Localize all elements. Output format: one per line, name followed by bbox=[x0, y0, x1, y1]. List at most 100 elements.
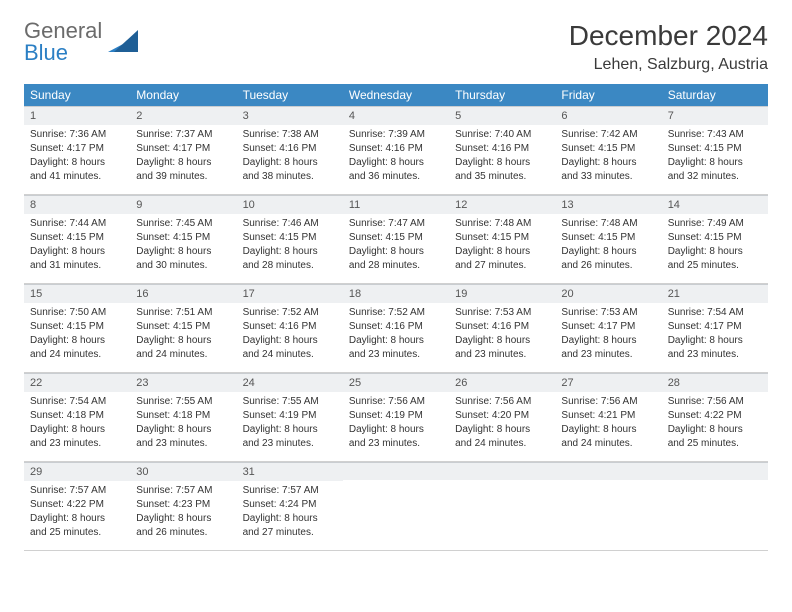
sunset-text: Sunset: 4:16 PM bbox=[455, 320, 549, 333]
sunset-text: Sunset: 4:15 PM bbox=[349, 231, 443, 244]
day-number bbox=[555, 462, 661, 480]
day-header: Saturday bbox=[662, 84, 768, 106]
sunset-text: Sunset: 4:22 PM bbox=[30, 498, 124, 511]
day1-text: Daylight: 8 hours bbox=[136, 512, 230, 525]
sunrise-text: Sunrise: 7:53 AM bbox=[561, 306, 655, 319]
day2-text: and 23 minutes. bbox=[30, 437, 124, 450]
day-cell: 25Sunrise: 7:56 AMSunset: 4:19 PMDayligh… bbox=[343, 373, 449, 461]
day-cell bbox=[343, 462, 449, 550]
day1-text: Daylight: 8 hours bbox=[561, 156, 655, 169]
day-details: Sunrise: 7:40 AMSunset: 4:16 PMDaylight:… bbox=[449, 125, 555, 190]
day-details: Sunrise: 7:43 AMSunset: 4:15 PMDaylight:… bbox=[662, 125, 768, 190]
day-number: 25 bbox=[343, 373, 449, 392]
day2-text: and 26 minutes. bbox=[561, 259, 655, 272]
day-cell: 15Sunrise: 7:50 AMSunset: 4:15 PMDayligh… bbox=[24, 284, 130, 372]
sunrise-text: Sunrise: 7:39 AM bbox=[349, 128, 443, 141]
day-details: Sunrise: 7:50 AMSunset: 4:15 PMDaylight:… bbox=[24, 303, 130, 368]
day-number: 31 bbox=[237, 462, 343, 481]
day-number: 2 bbox=[130, 106, 236, 125]
sunset-text: Sunset: 4:15 PM bbox=[136, 231, 230, 244]
day2-text: and 24 minutes. bbox=[136, 348, 230, 361]
day2-text: and 27 minutes. bbox=[455, 259, 549, 272]
day1-text: Daylight: 8 hours bbox=[136, 334, 230, 347]
day1-text: Daylight: 8 hours bbox=[349, 423, 443, 436]
day-cell: 27Sunrise: 7:56 AMSunset: 4:21 PMDayligh… bbox=[555, 373, 661, 461]
day2-text: and 24 minutes. bbox=[455, 437, 549, 450]
sunset-text: Sunset: 4:21 PM bbox=[561, 409, 655, 422]
day1-text: Daylight: 8 hours bbox=[561, 423, 655, 436]
day-cell: 31Sunrise: 7:57 AMSunset: 4:24 PMDayligh… bbox=[237, 462, 343, 550]
day-cell bbox=[449, 462, 555, 550]
sunrise-text: Sunrise: 7:48 AM bbox=[455, 217, 549, 230]
day-header: Monday bbox=[130, 84, 236, 106]
day-details: Sunrise: 7:55 AMSunset: 4:19 PMDaylight:… bbox=[237, 392, 343, 457]
day1-text: Daylight: 8 hours bbox=[30, 334, 124, 347]
sunset-text: Sunset: 4:15 PM bbox=[668, 142, 762, 155]
day-number: 17 bbox=[237, 284, 343, 303]
day2-text: and 23 minutes. bbox=[243, 437, 337, 450]
day2-text: and 41 minutes. bbox=[30, 170, 124, 183]
day2-text: and 23 minutes. bbox=[561, 348, 655, 361]
day1-text: Daylight: 8 hours bbox=[455, 334, 549, 347]
day1-text: Daylight: 8 hours bbox=[349, 334, 443, 347]
day-cell: 4Sunrise: 7:39 AMSunset: 4:16 PMDaylight… bbox=[343, 106, 449, 194]
day-number: 30 bbox=[130, 462, 236, 481]
sunset-text: Sunset: 4:23 PM bbox=[136, 498, 230, 511]
day-header: Sunday bbox=[24, 84, 130, 106]
sunset-text: Sunset: 4:16 PM bbox=[349, 142, 443, 155]
sunrise-text: Sunrise: 7:52 AM bbox=[349, 306, 443, 319]
day-cell: 7Sunrise: 7:43 AMSunset: 4:15 PMDaylight… bbox=[662, 106, 768, 194]
day2-text: and 25 minutes. bbox=[668, 259, 762, 272]
day-details: Sunrise: 7:56 AMSunset: 4:20 PMDaylight:… bbox=[449, 392, 555, 457]
day-number: 29 bbox=[24, 462, 130, 481]
day-details: Sunrise: 7:53 AMSunset: 4:17 PMDaylight:… bbox=[555, 303, 661, 368]
week-row: 29Sunrise: 7:57 AMSunset: 4:22 PMDayligh… bbox=[24, 462, 768, 551]
day1-text: Daylight: 8 hours bbox=[243, 512, 337, 525]
day-number: 13 bbox=[555, 195, 661, 214]
sunrise-text: Sunrise: 7:49 AM bbox=[668, 217, 762, 230]
day-cell: 30Sunrise: 7:57 AMSunset: 4:23 PMDayligh… bbox=[130, 462, 236, 550]
day2-text: and 32 minutes. bbox=[668, 170, 762, 183]
day2-text: and 36 minutes. bbox=[349, 170, 443, 183]
day-cell: 1Sunrise: 7:36 AMSunset: 4:17 PMDaylight… bbox=[24, 106, 130, 194]
day-cell: 5Sunrise: 7:40 AMSunset: 4:16 PMDaylight… bbox=[449, 106, 555, 194]
sunrise-text: Sunrise: 7:38 AM bbox=[243, 128, 337, 141]
day2-text: and 25 minutes. bbox=[668, 437, 762, 450]
day-details: Sunrise: 7:56 AMSunset: 4:22 PMDaylight:… bbox=[662, 392, 768, 457]
day-number: 18 bbox=[343, 284, 449, 303]
day-number: 11 bbox=[343, 195, 449, 214]
sunset-text: Sunset: 4:18 PM bbox=[30, 409, 124, 422]
day-details: Sunrise: 7:55 AMSunset: 4:18 PMDaylight:… bbox=[130, 392, 236, 457]
day2-text: and 27 minutes. bbox=[243, 526, 337, 539]
day-cell: 11Sunrise: 7:47 AMSunset: 4:15 PMDayligh… bbox=[343, 195, 449, 283]
week-row: 1Sunrise: 7:36 AMSunset: 4:17 PMDaylight… bbox=[24, 106, 768, 195]
day1-text: Daylight: 8 hours bbox=[136, 245, 230, 258]
day-details: Sunrise: 7:57 AMSunset: 4:23 PMDaylight:… bbox=[130, 481, 236, 546]
day-number: 22 bbox=[24, 373, 130, 392]
day-details: Sunrise: 7:45 AMSunset: 4:15 PMDaylight:… bbox=[130, 214, 236, 279]
day-details: Sunrise: 7:46 AMSunset: 4:15 PMDaylight:… bbox=[237, 214, 343, 279]
day-cell: 6Sunrise: 7:42 AMSunset: 4:15 PMDaylight… bbox=[555, 106, 661, 194]
sunrise-text: Sunrise: 7:46 AM bbox=[243, 217, 337, 230]
day-details: Sunrise: 7:39 AMSunset: 4:16 PMDaylight:… bbox=[343, 125, 449, 190]
day-details: Sunrise: 7:52 AMSunset: 4:16 PMDaylight:… bbox=[237, 303, 343, 368]
day-cell: 13Sunrise: 7:48 AMSunset: 4:15 PMDayligh… bbox=[555, 195, 661, 283]
sunset-text: Sunset: 4:15 PM bbox=[30, 231, 124, 244]
day-cell: 14Sunrise: 7:49 AMSunset: 4:15 PMDayligh… bbox=[662, 195, 768, 283]
day1-text: Daylight: 8 hours bbox=[668, 334, 762, 347]
sunrise-text: Sunrise: 7:54 AM bbox=[30, 395, 124, 408]
day1-text: Daylight: 8 hours bbox=[30, 512, 124, 525]
sunrise-text: Sunrise: 7:37 AM bbox=[136, 128, 230, 141]
day-number: 5 bbox=[449, 106, 555, 125]
day-number: 27 bbox=[555, 373, 661, 392]
day-number: 9 bbox=[130, 195, 236, 214]
day2-text: and 31 minutes. bbox=[30, 259, 124, 272]
sunset-text: Sunset: 4:18 PM bbox=[136, 409, 230, 422]
day-cell: 2Sunrise: 7:37 AMSunset: 4:17 PMDaylight… bbox=[130, 106, 236, 194]
day2-text: and 25 minutes. bbox=[30, 526, 124, 539]
sunset-text: Sunset: 4:15 PM bbox=[561, 142, 655, 155]
sunset-text: Sunset: 4:15 PM bbox=[243, 231, 337, 244]
day1-text: Daylight: 8 hours bbox=[561, 245, 655, 258]
day-details: Sunrise: 7:38 AMSunset: 4:16 PMDaylight:… bbox=[237, 125, 343, 190]
day-number: 24 bbox=[237, 373, 343, 392]
